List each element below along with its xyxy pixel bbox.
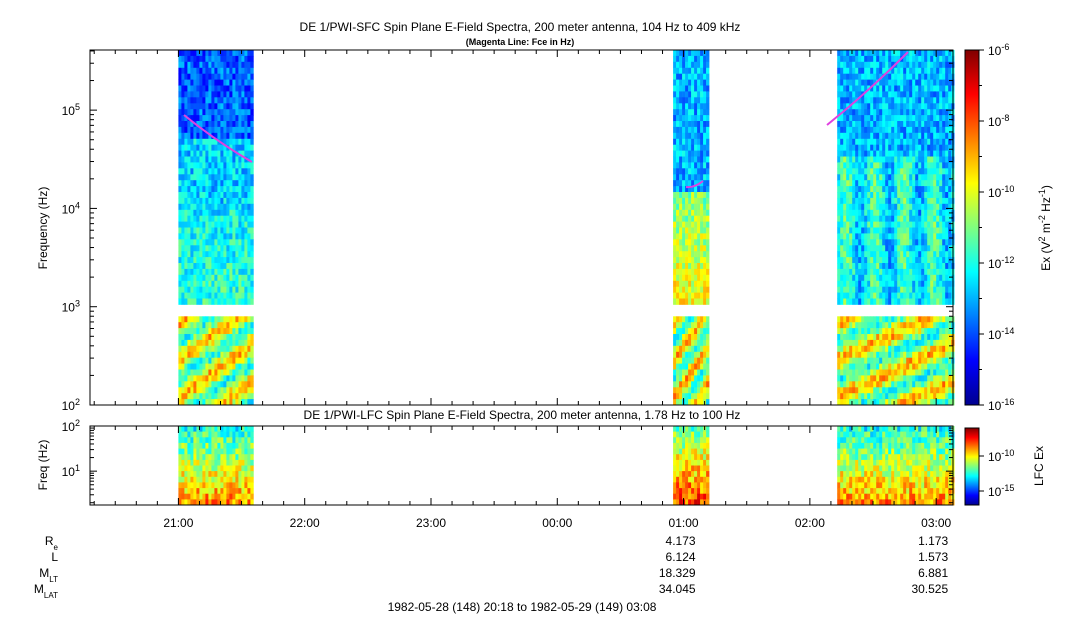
fce-magenta-line — [183, 51, 909, 189]
time-tick-label: 23:00 — [416, 516, 446, 530]
sfc-colorbar-tick-label: 10-6 — [988, 42, 1009, 58]
fce-line-segment — [826, 51, 909, 126]
lfc-y-tick-label: 101 — [62, 463, 80, 479]
sfc-y-axis: 102 103 104 105 — [62, 50, 953, 413]
time-range-label: 1982-05-28 (148) 20:18 to 1982-05-29 (14… — [388, 600, 657, 614]
time-tick-label: 21:00 — [163, 516, 193, 530]
ephemeris-label: MLAT — [34, 582, 58, 600]
ephemeris-label: Re — [45, 534, 59, 552]
ephemeris-label: MLT — [39, 566, 58, 584]
lfc-y-label: Freq (Hz) — [36, 440, 50, 491]
ephemeris-label: L — [51, 550, 58, 564]
sfc-colorbar-tick-label: 10-10 — [988, 184, 1014, 200]
lfc-spectrogram-panel — [89, 425, 955, 506]
sfc-colorbar-tick-label: 10-16 — [988, 397, 1014, 413]
ephemeris-value: 4.173 — [666, 534, 696, 548]
sfc-y-tick-label: 105 — [62, 102, 80, 118]
lfc-y-tick-label: 102 — [62, 418, 80, 434]
ephemeris-value: 1.573 — [918, 550, 948, 564]
lfc-colorbar-tick-label: 10-15 — [988, 483, 1014, 499]
time-tick-label: 03:00 — [921, 516, 951, 530]
sfc-y-tick-label: 103 — [62, 299, 80, 315]
time-tick-label: 22:00 — [290, 516, 320, 530]
sfc-colorbar — [964, 49, 980, 406]
sfc-colorbar-ticks: 10-6 10-8 10-10 10-12 10-14 10-16 — [979, 42, 1014, 413]
ephemeris-value: 18.329 — [659, 566, 696, 580]
sfc-colorbar-tick-label: 10-8 — [988, 113, 1009, 129]
sfc-colorbar-tick-label: 10-12 — [988, 255, 1014, 271]
ephemeris-value: 30.525 — [911, 582, 948, 596]
lfc-y-axis: 101 102 — [62, 418, 953, 504]
ephemeris-value: 6.124 — [666, 550, 696, 564]
time-tick-label: 01:00 — [669, 516, 699, 530]
sfc-y-tick-label: 102 — [62, 397, 80, 413]
ephemeris-value: 1.173 — [918, 534, 948, 548]
lfc-colorbar-ticks: 10-10 10-15 — [979, 448, 1014, 499]
sfc-spectrogram-panel — [89, 49, 955, 406]
fce-line-segment — [685, 180, 704, 189]
sfc-subtitle: (Magenta Line: Fce in Hz) — [466, 37, 575, 47]
time-axis: 21:00 22:00 23:00 00:00 01:00 02:00 03:00 — [93, 50, 952, 530]
sfc-colorbar-tick-label: 10-14 — [988, 326, 1014, 342]
sfc-y-tick-label: 104 — [62, 200, 80, 216]
lfc-colorbar-tick-label: 10-10 — [988, 448, 1014, 464]
fce-line-segment — [183, 114, 253, 163]
ephemeris-value: 6.881 — [918, 566, 948, 580]
lfc-colorbar-label: LFC Ex — [1032, 446, 1046, 486]
sfc-title: DE 1/PWI-SFC Spin Plane E-Field Spectra,… — [300, 20, 741, 34]
lfc-colorbar — [964, 427, 980, 506]
sfc-y-label: Frequency (Hz) — [36, 187, 50, 270]
ephemeris-value: 34.045 — [659, 582, 696, 596]
lfc-title: DE 1/PWI-LFC Spin Plane E-Field Spectra,… — [304, 408, 741, 422]
time-tick-label: 00:00 — [542, 516, 572, 530]
time-tick-label: 02:00 — [795, 516, 825, 530]
sfc-colorbar-label: Ex (V2 m-2 Hz-1) — [1037, 185, 1053, 271]
